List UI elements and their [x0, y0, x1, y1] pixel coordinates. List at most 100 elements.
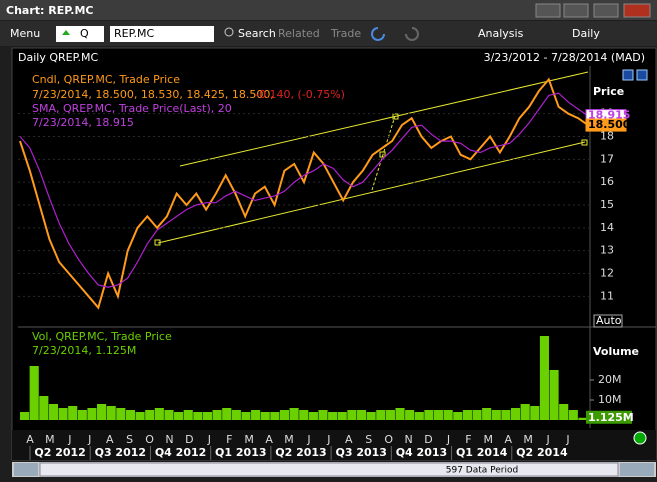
- month-label: M: [45, 433, 55, 446]
- related[interactable]: Related: [278, 27, 320, 40]
- analysis[interactable]: Analysis: [478, 27, 524, 40]
- legend-volume-values: 7/23/2014, 1.125M: [32, 344, 136, 357]
- volume-bar: [87, 408, 97, 420]
- month-label: J: [565, 433, 569, 446]
- volume-bar: [222, 408, 232, 420]
- volume-bar: [125, 410, 136, 420]
- month-label: J: [207, 433, 211, 446]
- y-tick-label: 13: [600, 244, 614, 257]
- volume-bar: [376, 410, 386, 420]
- time-axis: [12, 430, 656, 460]
- sma-line: [19, 92, 589, 288]
- minimize-button[interactable]: [563, 3, 589, 18]
- auto-button[interactable]: [593, 314, 623, 328]
- pane-button[interactable]: [636, 69, 648, 81]
- y-tick-label: 10M: [598, 393, 622, 406]
- quarter-label: Q3 2012: [95, 446, 146, 459]
- pane-button[interactable]: [622, 69, 634, 81]
- month-label: J: [545, 433, 549, 446]
- scroll-right[interactable]: [620, 463, 654, 476]
- month-label: N: [165, 433, 173, 446]
- last-value-label: 18.915: [588, 109, 630, 122]
- volume-bar: [106, 406, 116, 420]
- symbol-prefix: Q: [80, 27, 89, 40]
- undo-icon[interactable]: [371, 27, 385, 41]
- quarter-label: Q4 2013: [396, 446, 447, 459]
- last-volume-box: [586, 410, 632, 424]
- volume-bar: [395, 408, 405, 420]
- volume-bar: [318, 410, 328, 420]
- scroll-thumb[interactable]: [39, 462, 619, 477]
- legend-candle: Cndl, QREP.MC, Trade Price: [32, 73, 180, 86]
- interval[interactable]: Daily: [572, 27, 600, 40]
- volume-bar: [193, 412, 203, 420]
- volume-bar: [472, 410, 482, 420]
- y-tick-label: 18: [600, 129, 614, 142]
- close-button[interactable]: [623, 3, 651, 18]
- volume-bar: [356, 410, 367, 420]
- volume-bar: [97, 404, 107, 420]
- volume-bar: [183, 410, 193, 420]
- volume-bar: [328, 412, 338, 420]
- panel-title: Daily QREP.MC: [18, 51, 98, 64]
- volume-bar: [58, 408, 68, 420]
- volume-bar: [549, 370, 559, 420]
- maximize-button[interactable]: [593, 3, 619, 18]
- y-tick-label: 16: [600, 175, 614, 188]
- legend-sma-values: 7/23/2014, 18.915: [32, 116, 134, 129]
- month-label: A: [106, 433, 114, 446]
- legend-candle-change: -0.140, (-0.75%): [255, 88, 345, 101]
- volume-bar: [337, 412, 347, 420]
- symbol: REP.MC: [114, 27, 155, 40]
- price-axis-title: Price: [593, 85, 624, 98]
- scroll-left[interactable]: [14, 463, 38, 476]
- month-label: O: [145, 433, 154, 446]
- volume-bar: [308, 412, 318, 420]
- toolbar: [0, 21, 657, 46]
- volume-bar: [270, 412, 280, 420]
- redo-icon[interactable]: [405, 27, 419, 41]
- search[interactable]: Search: [238, 27, 276, 40]
- y-tick-label: 20M: [598, 373, 622, 386]
- volume-bar: [212, 410, 222, 420]
- symbol-prefix-box[interactable]: [56, 26, 104, 42]
- auto-label: Auto: [596, 314, 622, 327]
- quarter-label: Q1 2013: [215, 446, 266, 459]
- symbol-input[interactable]: [110, 26, 214, 42]
- volume-bar: [462, 410, 472, 420]
- quarter-label: Q2 2013: [275, 446, 326, 459]
- month-label: M: [284, 433, 294, 446]
- window-buttons[interactable]: [535, 3, 651, 18]
- volume-bar: [347, 410, 357, 420]
- volume-bar: [116, 408, 126, 420]
- volume-bar: [414, 412, 424, 420]
- trade[interactable]: Trade: [330, 27, 361, 40]
- month-label: F: [226, 433, 232, 446]
- y-tick-label: 17: [600, 152, 614, 165]
- help-button[interactable]: [535, 3, 561, 18]
- volume-bar: [366, 412, 376, 420]
- volume-bar: [145, 410, 155, 420]
- month-label: S: [126, 433, 133, 446]
- last-volume-label: 1.125M: [588, 411, 634, 424]
- volume-bar: [299, 410, 309, 420]
- month-label: A: [26, 433, 34, 446]
- volume-bar: [539, 336, 549, 420]
- month-label: J: [306, 433, 310, 446]
- month-label: J: [67, 433, 71, 446]
- month-label: S: [365, 433, 372, 446]
- title-bar: [0, 0, 657, 20]
- volume-bar: [578, 417, 588, 420]
- volume-bar: [520, 404, 530, 420]
- volume-bar: [443, 410, 453, 420]
- search-icon: [224, 27, 234, 37]
- volume-bar: [385, 410, 395, 420]
- volume-bar: [530, 406, 540, 420]
- volume-bar: [279, 410, 290, 420]
- month-label: J: [446, 433, 450, 446]
- menu[interactable]: Menu: [10, 27, 40, 40]
- legend-candle-values: 7/23/2014, 18.500, 18.530, 18.425, 18.50…: [32, 88, 274, 101]
- last-value-label: 18.500: [588, 118, 631, 131]
- y-tick-label: 11: [600, 289, 614, 302]
